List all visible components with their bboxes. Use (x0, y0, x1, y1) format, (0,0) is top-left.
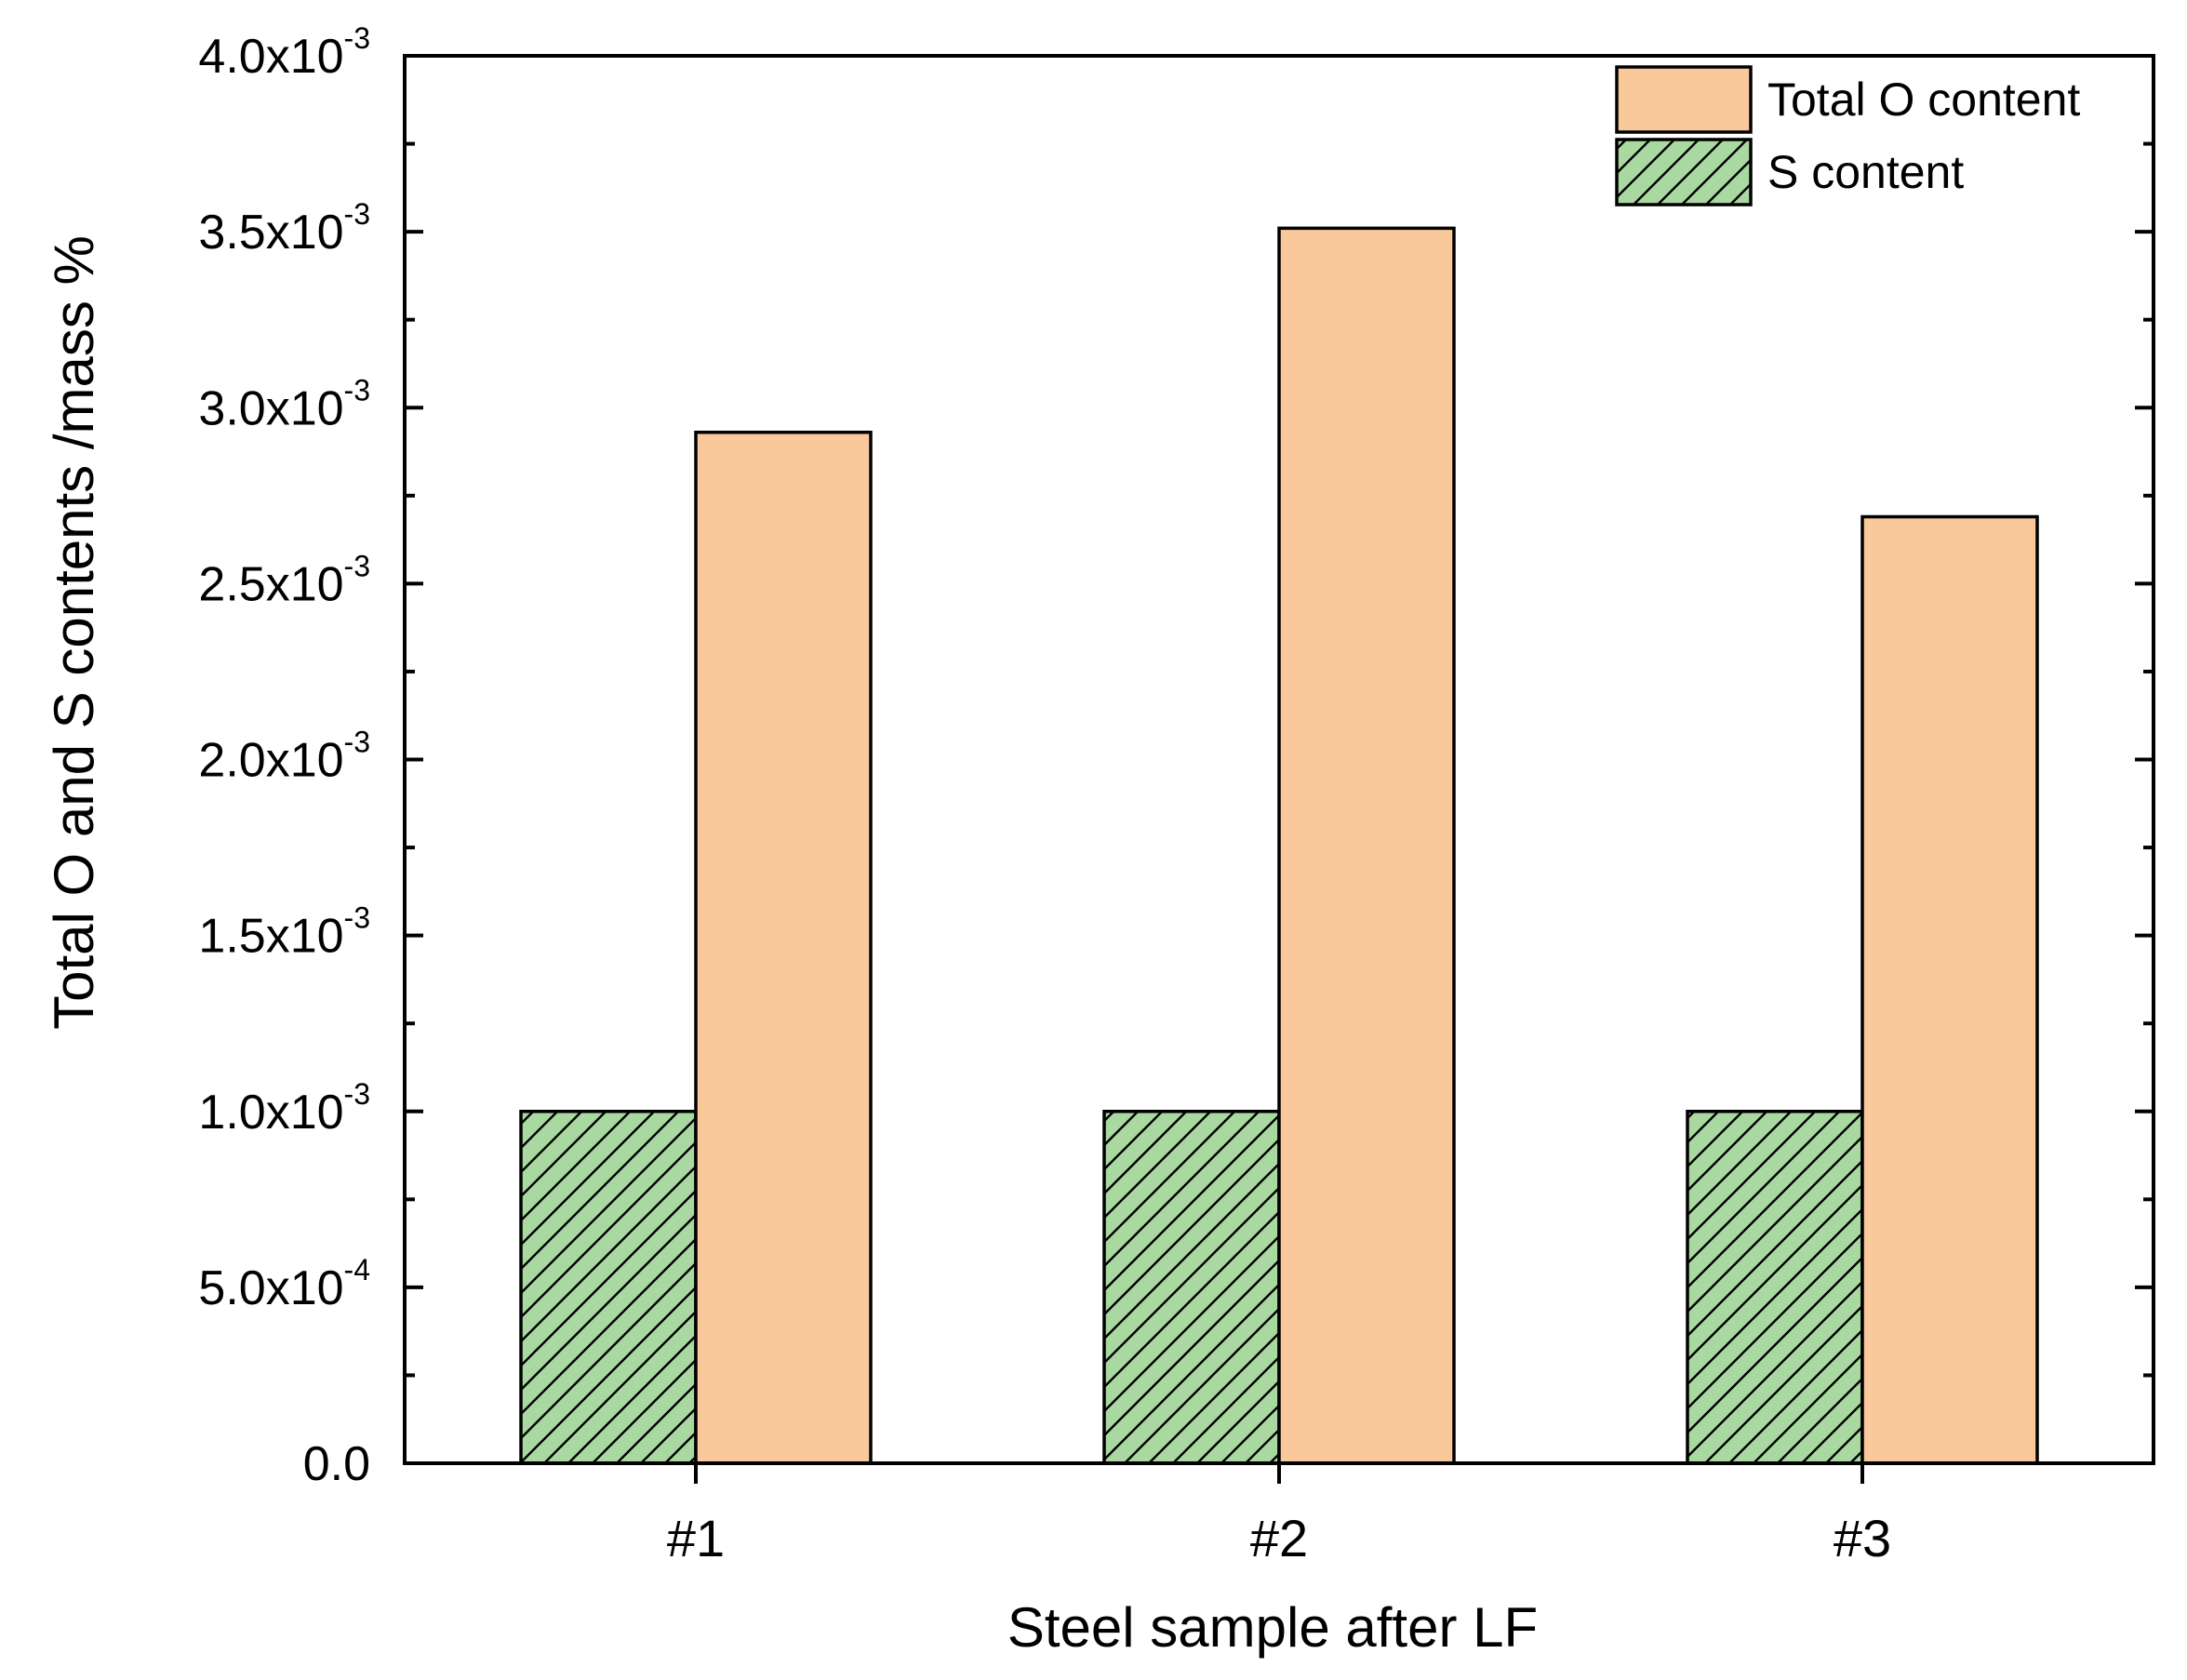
s-content-bar-3 (1686, 1110, 1864, 1465)
x-tick-label: #1 (667, 1509, 725, 1567)
y-tick-label: 3.0x10-3 (198, 373, 370, 435)
s-content-bar-2 (1102, 1110, 1281, 1465)
y-tick-label: 1.0x10-3 (198, 1077, 370, 1140)
legend-label-2: S content (1767, 146, 1964, 198)
legend-swatch-2 (1615, 138, 1753, 207)
s-content-bar-1 (519, 1110, 698, 1465)
total-o-bar-2 (1277, 226, 1456, 1465)
x-tick-label: #2 (1250, 1509, 1308, 1567)
bars-layer (519, 226, 2039, 1465)
y-axis-title: Total O and S contents /mass % (43, 235, 105, 1030)
x-axis: #1 #2 #3 (667, 1463, 1891, 1567)
y-tick-label: 3.5x10-3 (198, 197, 370, 260)
legend: Total O content S content (1615, 65, 2080, 207)
x-tick-label: #3 (1834, 1509, 1891, 1567)
y-tick-label: 0.0 (303, 1437, 370, 1491)
y-tick-label: 2.5x10-3 (198, 549, 370, 611)
y-tick-label: 5.0x10-4 (198, 1253, 370, 1315)
y-axis: 0.0 5.0x10-4 1.0x10-3 1.5x10-3 2.0x10-3 2.5x1… (198, 21, 2154, 1491)
y-tick-label: 1.5x10-3 (198, 901, 370, 964)
legend-label-1: Total O content (1767, 73, 2080, 126)
y-tick-label: 4.0x10-3 (198, 21, 370, 84)
total-o-bar-1 (694, 430, 873, 1465)
y-tick-label: 2.0x10-3 (198, 726, 370, 788)
x-axis-title: Steel sample after LF (1007, 1596, 1538, 1659)
legend-swatch-1 (1615, 65, 1753, 134)
total-o-bar-3 (1860, 514, 2039, 1465)
